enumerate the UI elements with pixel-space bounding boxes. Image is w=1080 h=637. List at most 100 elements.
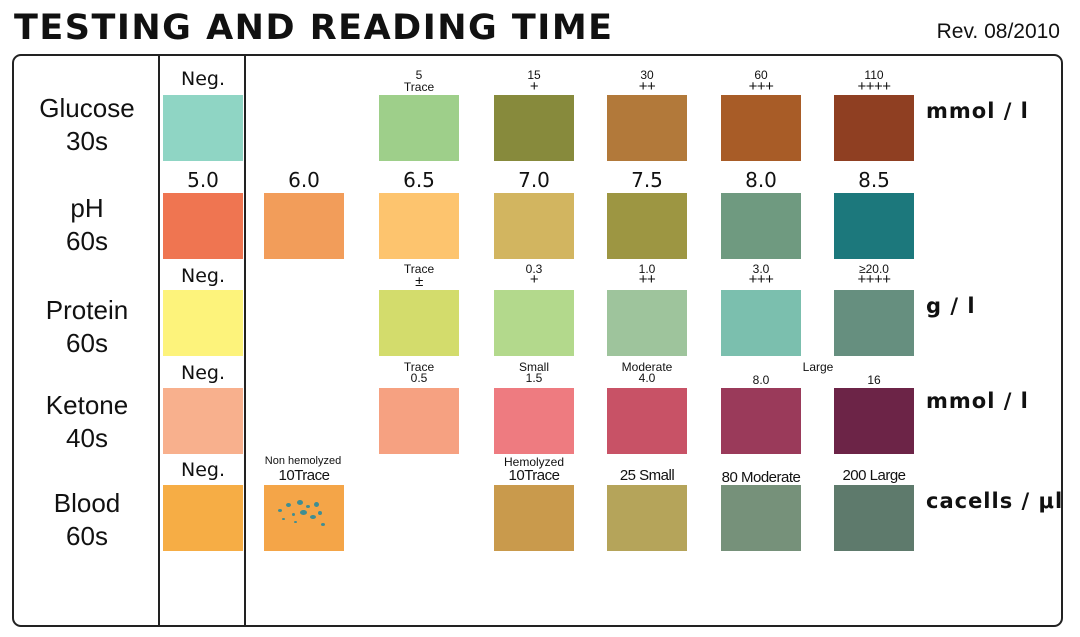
- label: 10Trace: [508, 467, 560, 484]
- color-swatch: [163, 95, 243, 161]
- color-swatch-speckled: [264, 485, 344, 551]
- label: Neg.: [180, 265, 226, 287]
- color-swatch: [163, 485, 243, 551]
- label: Neg.: [180, 459, 226, 481]
- label: Non hemolyzed: [264, 455, 342, 467]
- label: Hemolyzed: [503, 455, 565, 469]
- label: 7.0: [518, 168, 550, 192]
- label: 3.0: [752, 262, 770, 276]
- column-divider: [158, 55, 160, 626]
- reading-time: 60s: [66, 328, 108, 358]
- column-divider: [244, 55, 246, 626]
- label: ++: [638, 78, 656, 95]
- row-label-ph: pH 60s: [16, 192, 158, 258]
- color-swatch: [607, 193, 687, 259]
- color-swatch: [494, 388, 574, 454]
- row-label-protein: Protein 60s: [16, 294, 158, 360]
- color-swatch: [721, 388, 801, 454]
- label: 5.0: [187, 168, 219, 192]
- color-swatch: [721, 485, 801, 551]
- color-swatch: [163, 290, 243, 356]
- label: Small: [518, 360, 550, 374]
- color-swatch: [607, 388, 687, 454]
- label: 16: [867, 373, 881, 387]
- label: 8.5: [858, 168, 890, 192]
- title: TESTING AND READING TIME: [14, 8, 614, 48]
- color-swatch: [494, 95, 574, 161]
- color-swatch: [834, 485, 914, 551]
- label: 8.0: [752, 373, 770, 387]
- color-swatch: [834, 388, 914, 454]
- label: 15: [527, 68, 541, 82]
- label: +++: [748, 78, 774, 95]
- unit-label: g / l: [926, 294, 976, 318]
- analyte-name: Blood: [53, 488, 121, 518]
- label: 60: [754, 68, 768, 82]
- label: ≥20.0: [859, 262, 889, 276]
- label: 6.5: [403, 168, 435, 192]
- label: 0.3: [525, 262, 543, 276]
- color-swatch: [834, 193, 914, 259]
- label: ++++: [857, 78, 891, 95]
- revision: Rev. 08/2010: [936, 20, 1060, 43]
- label: ++++: [857, 271, 891, 288]
- label: 30: [640, 68, 654, 82]
- color-swatch: [379, 388, 459, 454]
- color-swatch: [607, 95, 687, 161]
- label: +: [529, 78, 539, 95]
- label: +++: [748, 271, 774, 288]
- reading-time: 60s: [66, 521, 108, 551]
- color-swatch: [163, 388, 243, 454]
- label: 110: [864, 68, 884, 82]
- row-label-blood: Blood 60s: [16, 487, 158, 553]
- label: 7.5: [631, 168, 663, 192]
- reading-time: 30s: [66, 126, 108, 156]
- color-swatch: [834, 290, 914, 356]
- label: Large: [802, 360, 834, 374]
- color-swatch: [264, 193, 344, 259]
- color-swatch: [834, 95, 914, 161]
- color-swatch: [494, 290, 574, 356]
- unit-label: mmol / l: [926, 389, 1029, 413]
- label: Trace: [403, 360, 435, 374]
- color-swatch: [607, 485, 687, 551]
- label: +: [529, 271, 539, 288]
- analyte-name: Glucose: [39, 93, 135, 123]
- color-swatch: [379, 95, 459, 161]
- label: 4.0: [638, 371, 656, 385]
- color-swatch: [607, 290, 687, 356]
- color-swatch: [721, 290, 801, 356]
- color-swatch: [163, 193, 243, 259]
- label: 0.5: [410, 371, 428, 385]
- reading-time: 40s: [66, 423, 108, 453]
- label: ++: [638, 271, 656, 288]
- color-swatch: [379, 193, 459, 259]
- label: Trace: [403, 262, 435, 276]
- label: Neg.: [180, 68, 226, 90]
- label: 8.0: [745, 168, 777, 192]
- label: Trace: [403, 80, 435, 94]
- analyte-name: pH: [70, 193, 104, 223]
- label: 80 Moderate: [721, 469, 801, 486]
- analyte-name: Ketone: [45, 390, 129, 420]
- row-label-ketone: Ketone 40s: [16, 389, 158, 455]
- unit-label: cacells / μl: [926, 489, 1064, 513]
- label: 25 Small: [619, 467, 675, 484]
- chart-frame: [12, 54, 1063, 627]
- color-swatch: [379, 290, 459, 356]
- label: Neg.: [180, 362, 226, 384]
- color-swatch: [494, 193, 574, 259]
- label: 10Trace: [278, 467, 330, 484]
- row-label-glucose: Glucose 30s: [16, 92, 158, 158]
- label: 200 Large: [842, 467, 906, 484]
- unit-label: mmol / l: [926, 99, 1029, 123]
- color-swatch: [721, 95, 801, 161]
- color-swatch: [721, 193, 801, 259]
- label: Moderate: [621, 360, 673, 374]
- label: 6.0: [288, 168, 320, 192]
- label: ±: [415, 273, 423, 290]
- label: 1.5: [525, 371, 543, 385]
- analyte-name: Protein: [45, 295, 129, 325]
- reading-time: 60s: [66, 226, 108, 256]
- label: 5: [415, 68, 423, 82]
